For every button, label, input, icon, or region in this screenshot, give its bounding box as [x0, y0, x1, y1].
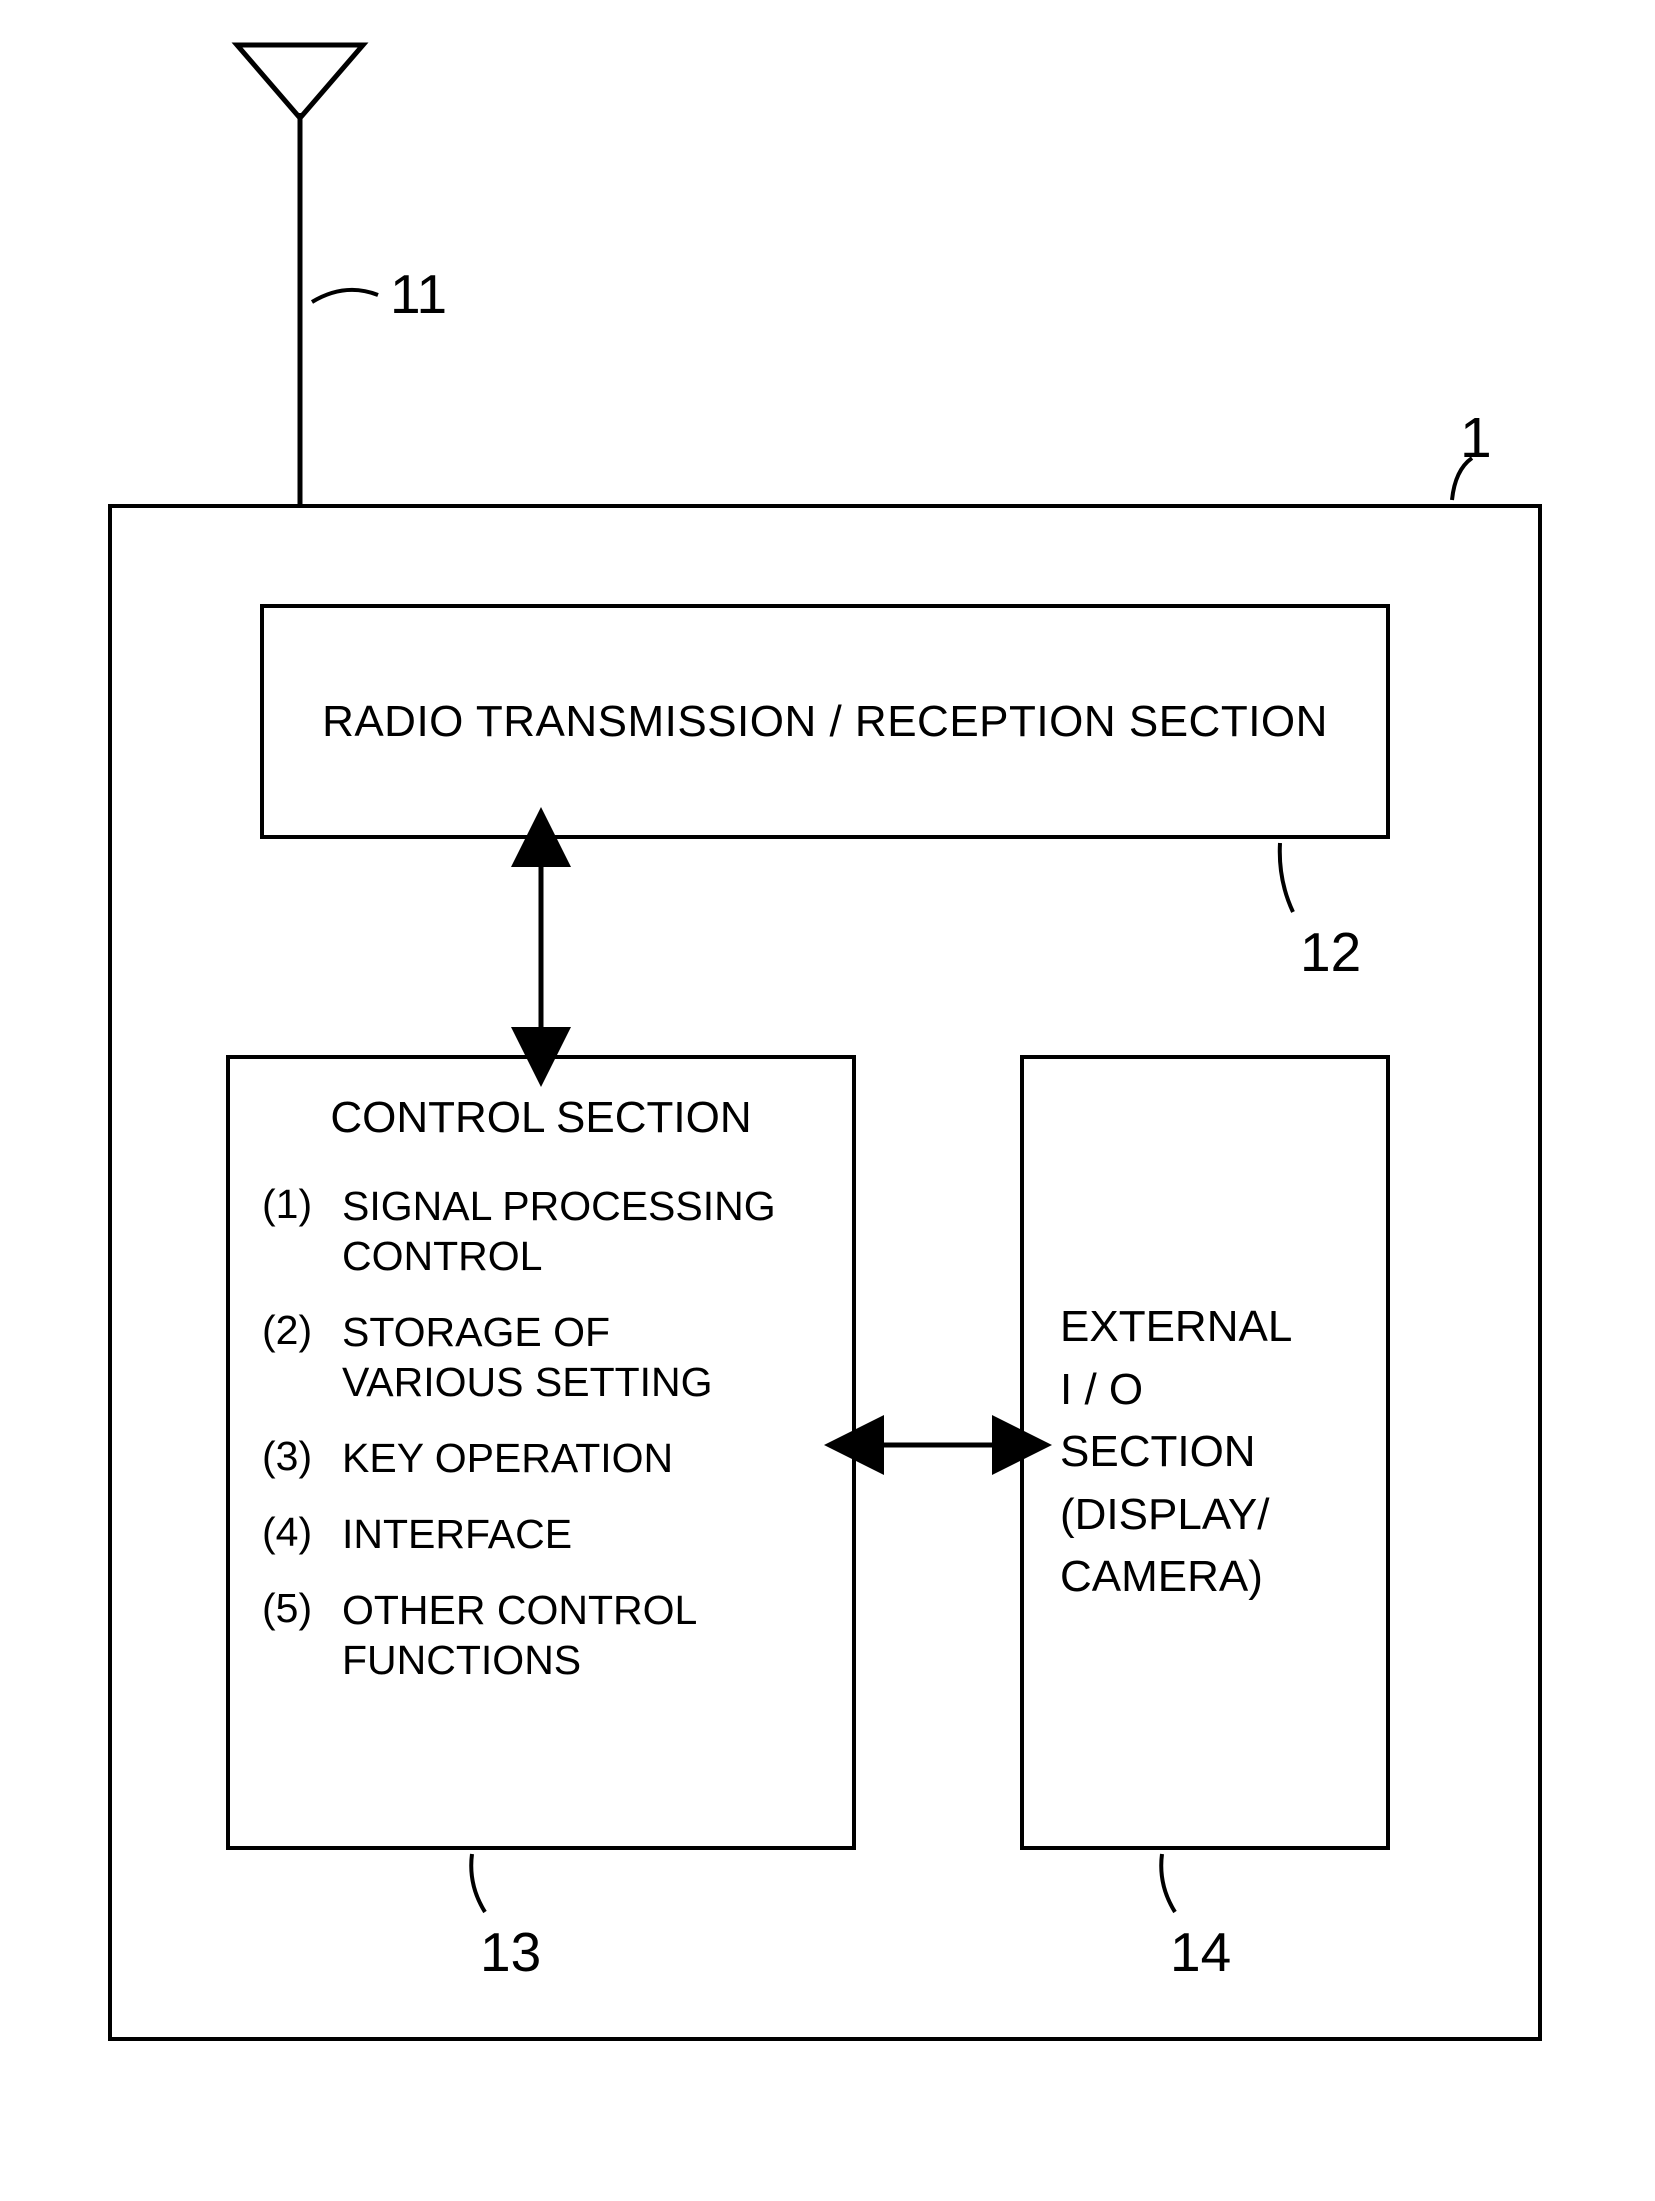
radio-block: RADIO TRANSMISSION / RECEPTION SECTION	[260, 604, 1390, 839]
external-io-text: EXTERNAL I / O SECTION (DISPLAY/ CAMERA)	[1060, 1296, 1292, 1608]
control-item-text: STORAGE OF VARIOUS SETTING	[342, 1307, 713, 1407]
control-item-text: OTHER CONTROL FUNCTIONS	[342, 1585, 697, 1685]
control-item-text: INTERFACE	[342, 1509, 572, 1559]
control-item-num: (1)	[262, 1181, 324, 1228]
block-diagram: RADIO TRANSMISSION / RECEPTION SECTION C…	[0, 0, 1655, 2201]
control-item: (2) STORAGE OF VARIOUS SETTING	[262, 1307, 826, 1407]
ref-11: 11	[390, 262, 447, 326]
control-block: CONTROL SECTION (1) SIGNAL PROCESSING CON…	[226, 1055, 856, 1850]
control-items: (1) SIGNAL PROCESSING CONTROL (2) STORAGE O…	[256, 1181, 826, 1685]
radio-title: RADIO TRANSMISSION / RECEPTION SECTION	[322, 697, 1328, 747]
ref-12: 12	[1300, 920, 1361, 984]
control-title: CONTROL SECTION	[256, 1093, 826, 1143]
control-item-num: (3)	[262, 1433, 324, 1480]
external-io-block: EXTERNAL I / O SECTION (DISPLAY/ CAMERA)	[1020, 1055, 1390, 1850]
leader-11	[312, 290, 378, 302]
control-item: (1) SIGNAL PROCESSING CONTROL	[262, 1181, 826, 1281]
control-item: (3) KEY OPERATION	[262, 1433, 826, 1483]
ref-14: 14	[1170, 1920, 1231, 1984]
control-item-num: (2)	[262, 1307, 324, 1354]
ref-1: 1	[1460, 405, 1492, 471]
control-item-num: (5)	[262, 1585, 324, 1632]
control-item: (4) INTERFACE	[262, 1509, 826, 1559]
control-item: (5) OTHER CONTROL FUNCTIONS	[262, 1585, 826, 1685]
control-item-num: (4)	[262, 1509, 324, 1556]
control-item-text: SIGNAL PROCESSING CONTROL	[342, 1181, 776, 1281]
control-item-text: KEY OPERATION	[342, 1433, 673, 1483]
ref-13: 13	[480, 1920, 541, 1984]
antenna-icon	[237, 45, 363, 118]
